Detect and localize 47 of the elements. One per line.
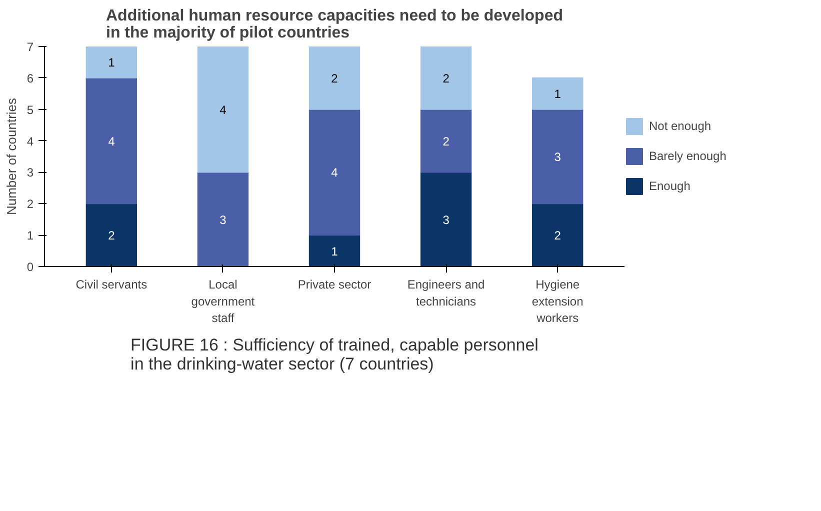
x-tick-label: Hygiene extension workers bbox=[532, 278, 584, 326]
bar bbox=[420, 46, 472, 110]
data-label: 3 bbox=[220, 212, 227, 227]
data-label: 1 bbox=[108, 56, 116, 70]
bar bbox=[86, 77, 138, 204]
data-label: 4 bbox=[220, 102, 227, 117]
data-label: 2 bbox=[442, 71, 450, 86]
data-label: 4 bbox=[108, 134, 116, 148]
bar bbox=[197, 172, 249, 266]
y-tick-label: 1 bbox=[26, 228, 34, 243]
y-tick-label: 5 bbox=[26, 102, 34, 117]
data-label: 1 bbox=[554, 87, 562, 102]
data-label: 3 bbox=[554, 150, 562, 164]
x-tick-label: Local government staff bbox=[191, 278, 256, 326]
legend-label: Not enough bbox=[649, 119, 712, 133]
bar bbox=[308, 108, 360, 236]
data-label: 2 bbox=[331, 71, 338, 86]
bar bbox=[420, 108, 472, 173]
y-axis-title: Number of countries bbox=[4, 97, 19, 216]
y-tick-label: 3 bbox=[26, 166, 34, 180]
y-tick-label: 6 bbox=[26, 71, 34, 86]
bar bbox=[532, 108, 584, 204]
data-label: 2 bbox=[442, 134, 450, 148]
x-tick-label: Civil servants bbox=[76, 278, 148, 292]
bar bbox=[86, 46, 138, 78]
bar bbox=[532, 77, 584, 110]
data-label: 2 bbox=[108, 228, 116, 243]
y-tick-label: 0 bbox=[26, 260, 34, 274]
legend-label: Barely enough bbox=[649, 149, 726, 163]
chart-title: Additional human resource capacities need to be developed in the majority of pilot countries bbox=[106, 8, 563, 42]
bar bbox=[308, 234, 360, 266]
bar bbox=[420, 172, 472, 266]
x-tick-label: Private sector bbox=[298, 278, 372, 292]
data-label: 3 bbox=[442, 212, 450, 227]
data-label: 2 bbox=[554, 228, 562, 243]
legend-label: Enough bbox=[649, 179, 690, 193]
data-label: 4 bbox=[331, 166, 338, 180]
x-tick-label: Engineers and technicians bbox=[407, 278, 485, 308]
bar bbox=[86, 203, 138, 266]
y-tick-label: 2 bbox=[26, 197, 34, 212]
bar bbox=[532, 203, 584, 266]
data-label: 1 bbox=[331, 244, 338, 258]
bar bbox=[308, 46, 360, 110]
y-tick-label: 7 bbox=[26, 40, 34, 54]
caption: FIGURE 16 : Sufficiency of trained, capable personnel in the drinking-water sector (7 countries) bbox=[130, 336, 538, 374]
y-tick-label: 4 bbox=[26, 134, 34, 148]
bar bbox=[197, 46, 249, 173]
